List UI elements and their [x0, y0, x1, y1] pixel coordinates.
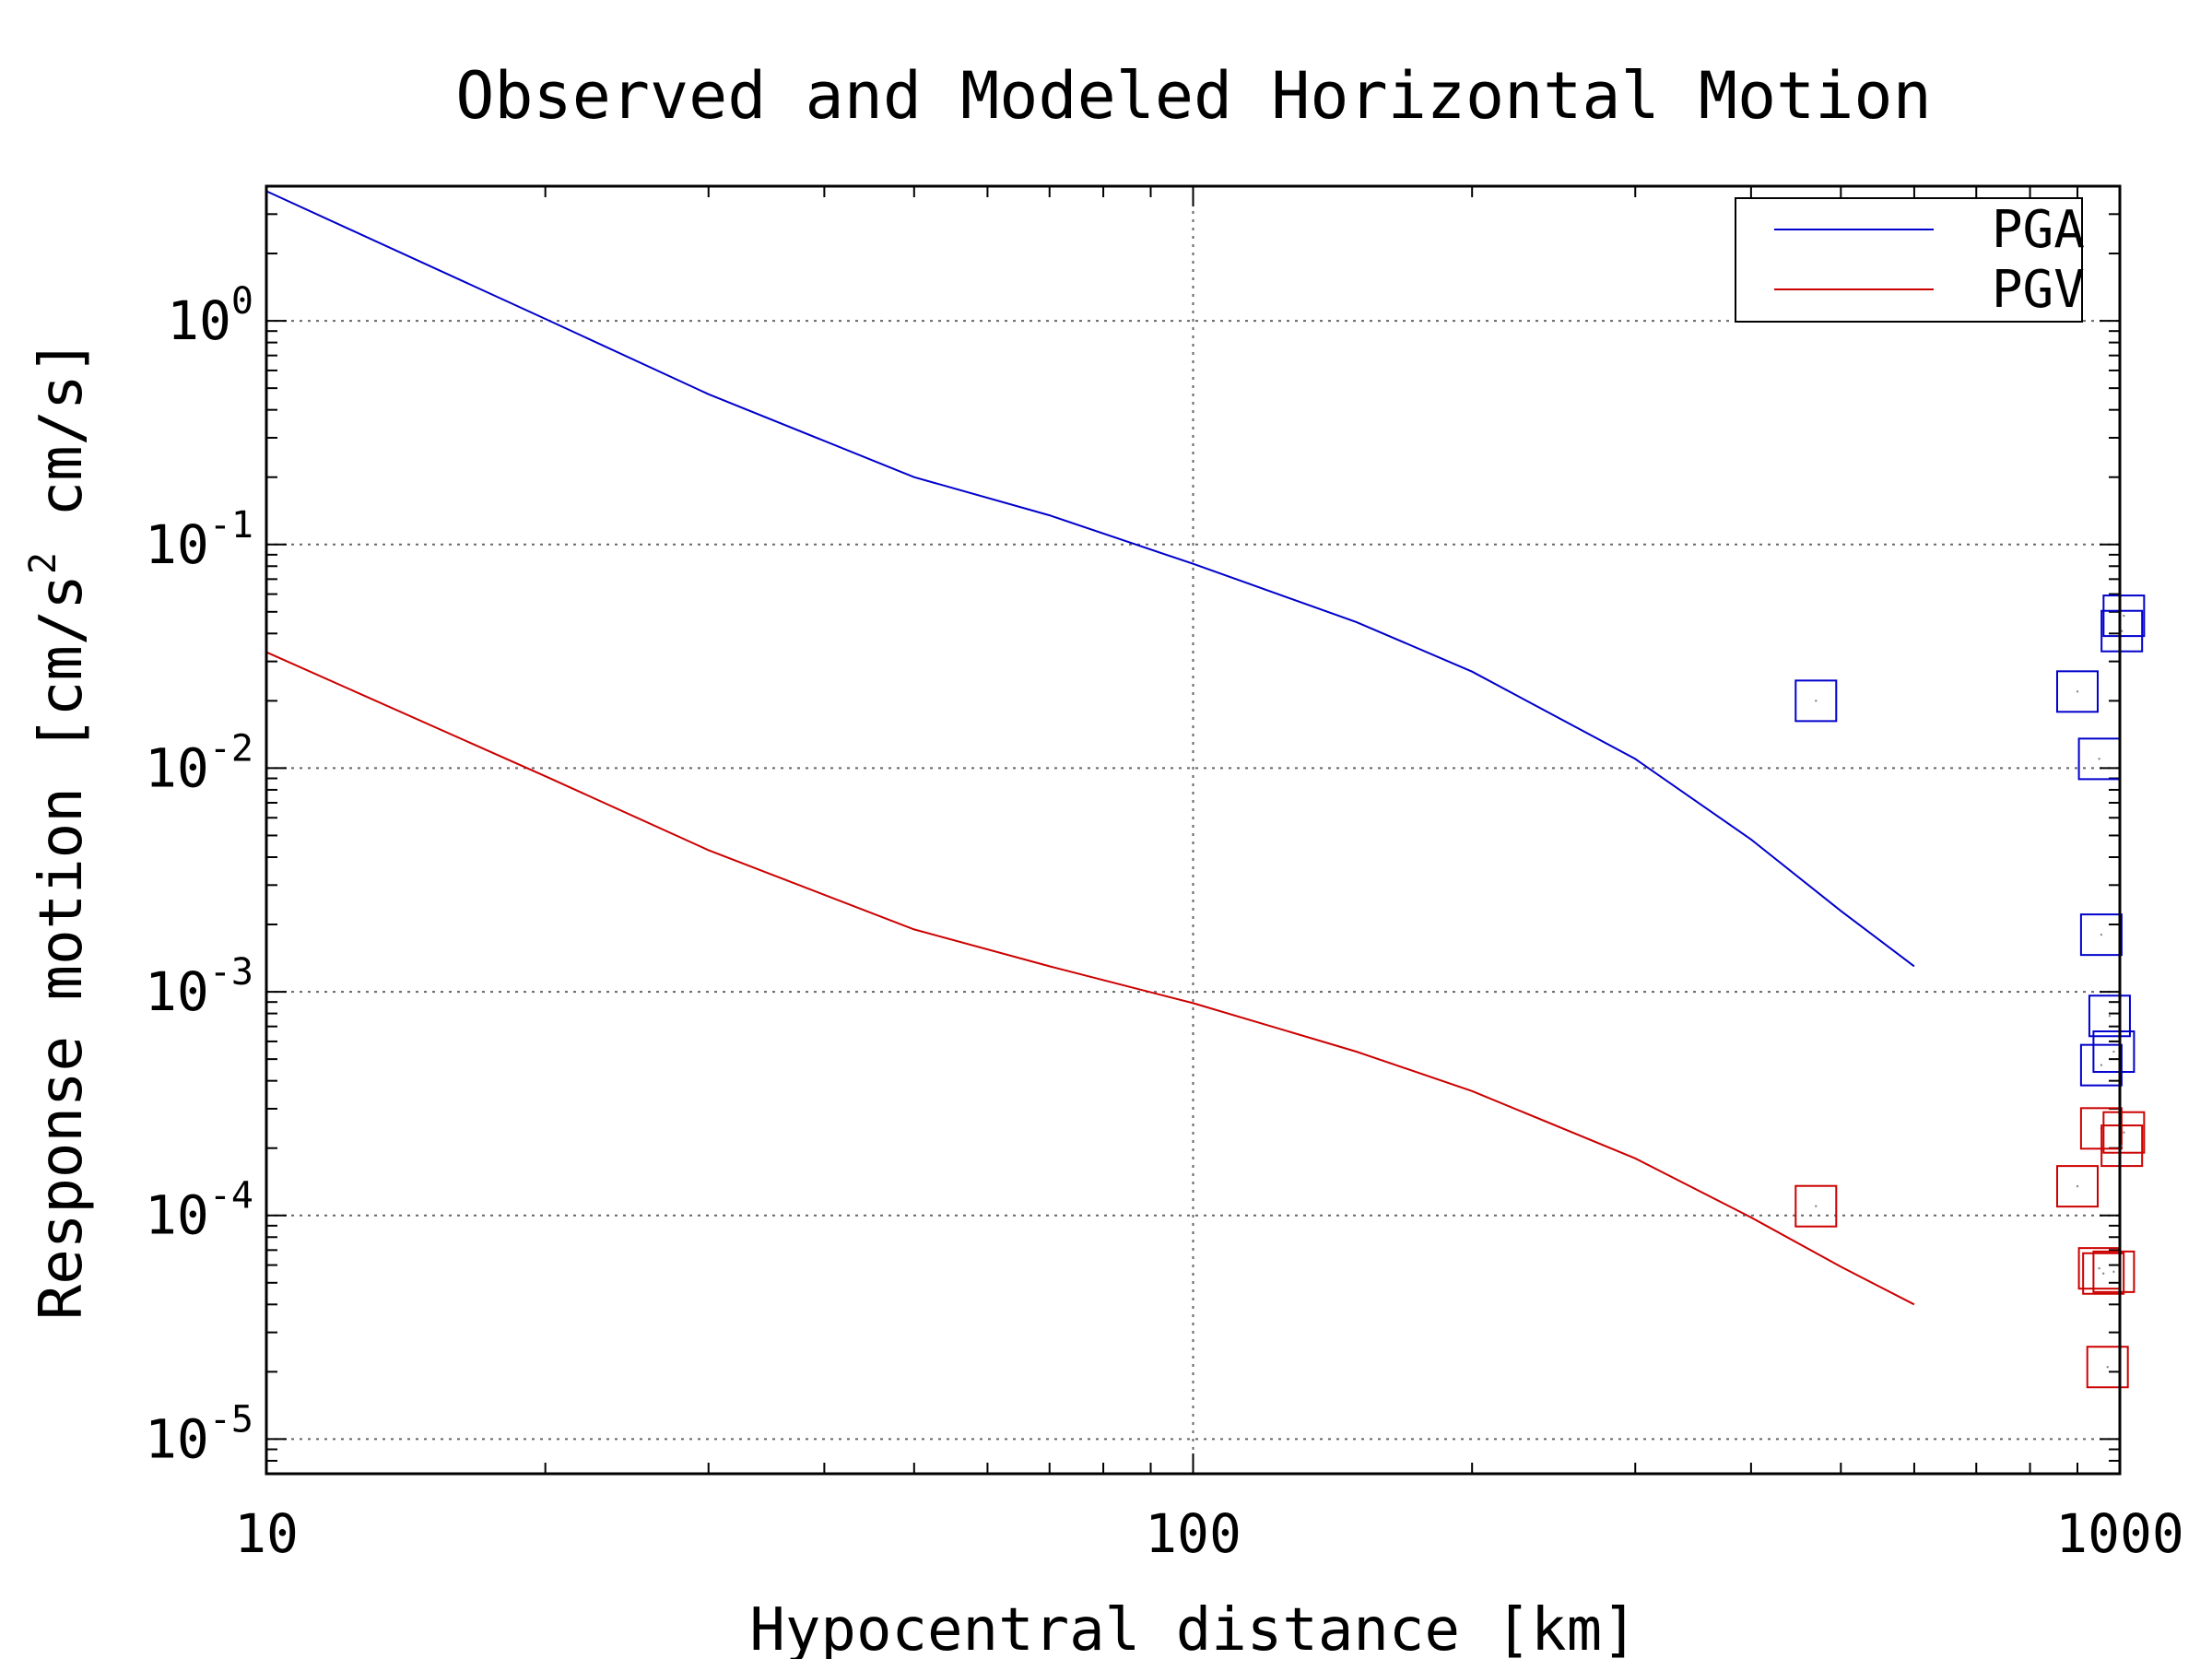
x-axis-label: Hypocentral distance [km]: [749, 1596, 1637, 1659]
observed-point-pgv: [1794, 1184, 1838, 1228]
legend-box: [1735, 197, 2083, 323]
plot-frame: [265, 184, 2122, 1476]
legend-label-pgv: PGV: [1992, 260, 2085, 320]
observed-point-pga: [2079, 1043, 2123, 1087]
observed-point-center: [1815, 1205, 1818, 1207]
y-tick-label: 100: [167, 280, 253, 352]
observed-point-pga: [2102, 594, 2146, 638]
y-tick-label: 10-1: [145, 504, 253, 576]
y-axis-tick-labels: 100 10-1 10-2 10-3 10-4 10-5: [145, 280, 253, 1470]
observed-point-center: [2120, 1144, 2124, 1147]
x-tick-label: 100: [1145, 1502, 1241, 1565]
observed-point-pga: [2092, 1030, 2136, 1074]
observed-point-center: [2112, 1050, 2115, 1053]
observed-point-center: [2076, 1184, 2079, 1188]
y-axis-label: Response motion [cm/s2 cm/s]: [22, 339, 96, 1320]
series-lines: [265, 190, 1915, 1306]
legend-label-pga: PGA: [1992, 200, 2085, 260]
chart-title: Observed and Modeled Horizontal Motion: [455, 58, 1931, 134]
observed-point-center: [2100, 933, 2103, 936]
series-line-pgv: [265, 651, 1915, 1306]
x-tick-label: 10: [234, 1502, 299, 1565]
observed-point-center: [2123, 1131, 2125, 1134]
observed-point-center: [2120, 629, 2124, 632]
observed-point-pgv: [2092, 1250, 2136, 1293]
observed-point-center: [2108, 1015, 2112, 1018]
grid-lines: [266, 186, 2120, 1474]
x-tick-label: 1000: [2055, 1502, 2184, 1565]
observed-point-pga: [2088, 994, 2131, 1038]
y-tick-label: 10-2: [145, 727, 253, 799]
observed-point-pga: [1794, 679, 1838, 723]
observed-point-center: [2101, 1272, 2105, 1275]
legend: PGA PGV: [1735, 197, 2085, 323]
y-tick-label: 10-4: [145, 1175, 253, 1247]
observed-point-pga: [2100, 609, 2144, 653]
observed-point-pgv: [2102, 1111, 2146, 1154]
observed-point-center: [2098, 758, 2100, 760]
y-tick-label: 10-5: [145, 1398, 253, 1470]
observed-point-center: [2076, 690, 2079, 693]
y-axis-label-superscript: 2: [22, 552, 65, 574]
observed-point-center: [2106, 1366, 2109, 1369]
observed-point-center: [2123, 614, 2125, 618]
y-axis-label-prefix: Response motion [cm/s: [28, 574, 96, 1320]
observed-point-pga: [2055, 670, 2099, 713]
series-line-pga: [265, 190, 1915, 968]
observed-point-center: [2098, 1266, 2100, 1270]
y-tick-label: 10-3: [145, 951, 253, 1023]
observed-point-pga: [2079, 913, 2123, 957]
observed-point-center: [2100, 1064, 2103, 1066]
observed-point-pgv: [2100, 1124, 2144, 1168]
y-axis-label-suffix: cm/s]: [28, 339, 96, 552]
observed-point-center: [1815, 700, 1818, 702]
plot-area: [265, 184, 2146, 1476]
x-axis-tick-labels: 10 100 1000: [234, 1502, 2184, 1565]
observed-point-pgv: [2082, 1252, 2125, 1295]
observed-point-pgv: [2055, 1165, 2099, 1208]
observed-point-pgv: [2086, 1346, 2129, 1389]
observed-point-center: [2112, 1270, 2115, 1274]
